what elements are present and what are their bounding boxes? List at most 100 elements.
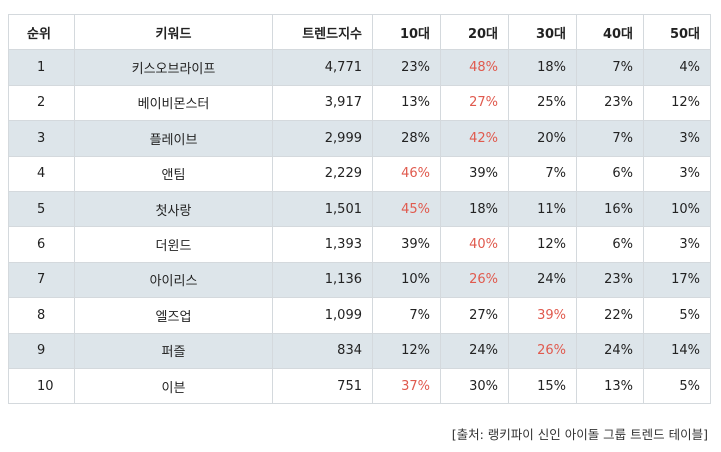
age-30s-cell: 11% [508, 190, 577, 228]
keyword-cell: 앤팀 [74, 155, 273, 192]
age-10s-cell: 39% [372, 226, 441, 263]
age-30s-cell: 25% [508, 84, 577, 122]
header-keyword: 키워드 [74, 13, 273, 51]
age-10s-cell: 12% [372, 332, 441, 369]
trend-table-container: 순위 키워드 트렌드지수 10대 20대 30대 40대 50대 1 키스오브라이… [8, 13, 711, 405]
age-50s-cell: 4% [643, 49, 711, 86]
keyword-cell: 더윈드 [74, 226, 273, 263]
table-row: 4 앤팀 2,229 46% 39% 7% 6% 3% [8, 155, 711, 192]
age-50s-cell: 3% [643, 226, 711, 263]
age-50s-cell: 3% [643, 155, 711, 192]
keyword-cell: 첫사랑 [74, 190, 273, 228]
header-age-10s: 10대 [372, 13, 441, 51]
rank-cell: 2 [8, 84, 75, 122]
keyword-cell: 플레이브 [74, 120, 273, 157]
trend-table: 순위 키워드 트렌드지수 10대 20대 30대 40대 50대 1 키스오브라이… [8, 13, 711, 405]
rank-cell: 1 [8, 49, 75, 86]
age-50s-cell: 14% [643, 332, 711, 369]
table-row: 7 아이리스 1,136 10% 26% 24% 23% 17% [8, 261, 711, 299]
age-50s-cell: 12% [643, 84, 711, 122]
age-50s-cell: 3% [643, 120, 711, 157]
table-header-row: 순위 키워드 트렌드지수 10대 20대 30대 40대 50대 [8, 13, 711, 51]
rank-cell: 8 [8, 297, 75, 334]
table-row: 10 이븐 751 37% 30% 15% 13% 5% [8, 367, 711, 405]
age-10s-cell: 28% [372, 120, 441, 157]
age-30s-cell: 20% [508, 120, 577, 157]
age-30s-cell: 24% [508, 261, 577, 299]
header-rank: 순위 [8, 13, 75, 51]
header-age-30s: 30대 [508, 13, 577, 51]
rank-cell: 6 [8, 226, 75, 263]
age-40s-cell: 6% [576, 155, 644, 192]
keyword-cell: 이븐 [74, 367, 273, 405]
age-20s-cell: 27% [440, 84, 509, 122]
age-40s-cell: 23% [576, 261, 644, 299]
age-40s-cell: 13% [576, 367, 644, 405]
age-10s-cell: 23% [372, 49, 441, 86]
age-50s-cell: 17% [643, 261, 711, 299]
age-20s-cell: 40% [440, 226, 509, 263]
table-body: 1 키스오브라이프 4,771 23% 48% 18% 7% 4% 2 베이비몬스터 3,917 13… [8, 49, 711, 405]
age-40s-cell: 16% [576, 190, 644, 228]
age-10s-cell: 46% [372, 155, 441, 192]
age-40s-cell: 23% [576, 84, 644, 122]
header-age-50s: 50대 [643, 13, 711, 51]
age-20s-cell: 24% [440, 332, 509, 369]
age-40s-cell: 7% [576, 49, 644, 86]
age-30s-cell: 7% [508, 155, 577, 192]
age-40s-cell: 7% [576, 120, 644, 157]
rank-cell: 7 [8, 261, 75, 299]
table-row: 8 엘즈업 1,099 7% 27% 39% 22% 5% [8, 297, 711, 334]
table-row: 9 퍼즐 834 12% 24% 26% 24% 14% [8, 332, 711, 369]
trend-index-cell: 2,229 [272, 155, 373, 192]
source-caption: [출처: 랭키파이 신인 아이돌 그룹 트렌드 테이블] [451, 427, 708, 442]
age-10s-cell: 37% [372, 367, 441, 405]
trend-index-cell: 1,501 [272, 190, 373, 228]
age-10s-cell: 7% [372, 297, 441, 334]
age-30s-cell: 26% [508, 332, 577, 369]
age-30s-cell: 39% [508, 297, 577, 334]
table-row: 5 첫사랑 1,501 45% 18% 11% 16% 10% [8, 190, 711, 228]
age-50s-cell: 5% [643, 367, 711, 405]
age-20s-cell: 39% [440, 155, 509, 192]
trend-index-cell: 1,393 [272, 226, 373, 263]
age-10s-cell: 10% [372, 261, 441, 299]
trend-index-cell: 1,136 [272, 261, 373, 299]
keyword-cell: 엘즈업 [74, 297, 273, 334]
age-50s-cell: 10% [643, 190, 711, 228]
age-20s-cell: 18% [440, 190, 509, 228]
age-10s-cell: 13% [372, 84, 441, 122]
rank-cell: 10 [8, 367, 75, 405]
rank-cell: 9 [8, 332, 75, 369]
rank-cell: 3 [8, 120, 75, 157]
trend-index-cell: 834 [272, 332, 373, 369]
age-40s-cell: 24% [576, 332, 644, 369]
table-row: 1 키스오브라이프 4,771 23% 48% 18% 7% 4% [8, 49, 711, 86]
keyword-cell: 아이리스 [74, 261, 273, 299]
trend-index-cell: 4,771 [272, 49, 373, 86]
trend-index-cell: 751 [272, 367, 373, 405]
age-30s-cell: 15% [508, 367, 577, 405]
rank-cell: 5 [8, 190, 75, 228]
trend-index-cell: 2,999 [272, 120, 373, 157]
keyword-cell: 퍼즐 [74, 332, 273, 369]
age-20s-cell: 42% [440, 120, 509, 157]
header-age-40s: 40대 [576, 13, 644, 51]
header-trend-index: 트렌드지수 [272, 13, 373, 51]
header-age-20s: 20대 [440, 13, 509, 51]
table-row: 3 플레이브 2,999 28% 42% 20% 7% 3% [8, 120, 711, 157]
trend-index-cell: 1,099 [272, 297, 373, 334]
age-50s-cell: 5% [643, 297, 711, 334]
age-20s-cell: 27% [440, 297, 509, 334]
table-row: 6 더윈드 1,393 39% 40% 12% 6% 3% [8, 226, 711, 263]
age-20s-cell: 26% [440, 261, 509, 299]
trend-index-cell: 3,917 [272, 84, 373, 122]
age-20s-cell: 30% [440, 367, 509, 405]
age-30s-cell: 12% [508, 226, 577, 263]
table-row: 2 베이비몬스터 3,917 13% 27% 25% 23% 12% [8, 84, 711, 122]
age-40s-cell: 6% [576, 226, 644, 263]
age-10s-cell: 45% [372, 190, 441, 228]
keyword-cell: 키스오브라이프 [74, 49, 273, 86]
age-40s-cell: 22% [576, 297, 644, 334]
rank-cell: 4 [8, 155, 75, 192]
